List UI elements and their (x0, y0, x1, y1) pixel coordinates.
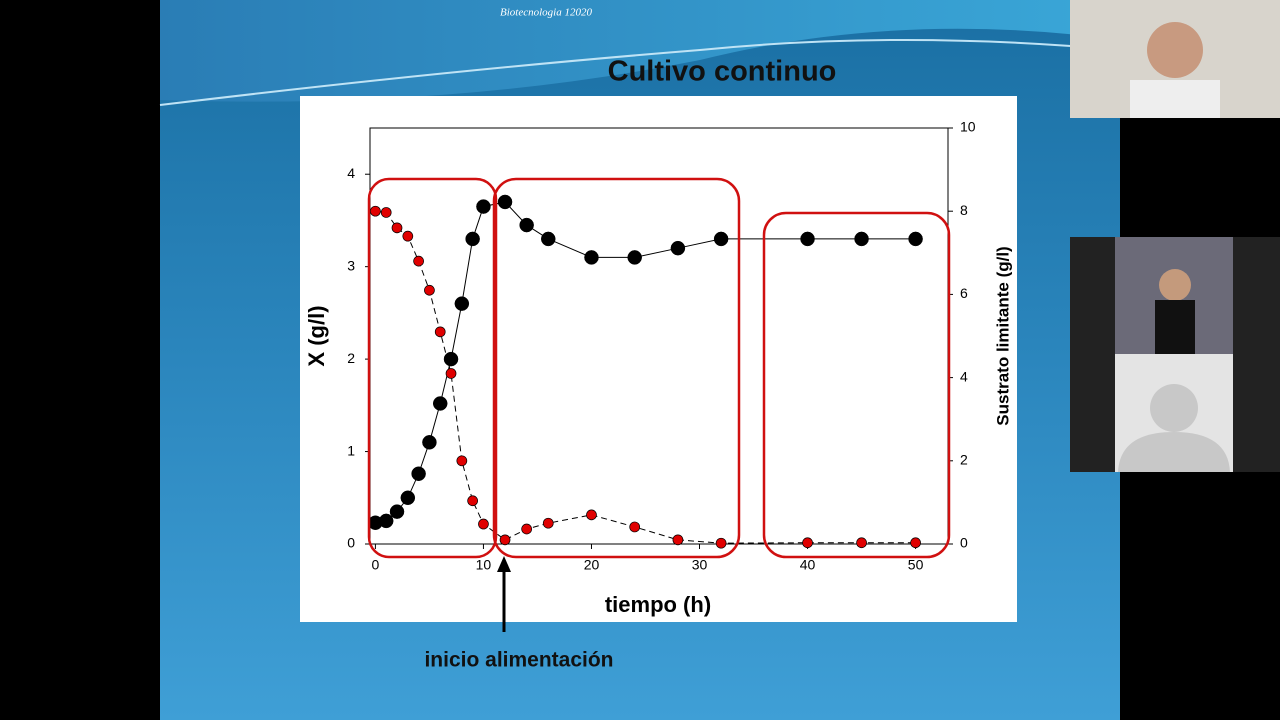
data-point (432, 396, 448, 411)
data-point (629, 521, 641, 533)
x-tick-label: 0 (372, 557, 380, 573)
y2-tick-label: 4 (960, 368, 968, 384)
webcam-person (1155, 300, 1195, 354)
data-point (670, 240, 686, 256)
data-point (400, 490, 416, 506)
y-tick-label: 0 (347, 535, 355, 551)
data-point (422, 435, 437, 450)
highlight-box (492, 177, 741, 559)
slide-title: Cultivo continuo (608, 56, 837, 88)
data-point (378, 513, 394, 529)
data-point (854, 231, 869, 247)
y2-tick-label: 10 (960, 119, 976, 135)
data-point (456, 455, 468, 467)
annotation: inicio alimentación (424, 649, 613, 672)
data-point (497, 194, 513, 210)
data-point (445, 368, 457, 379)
data-point (389, 504, 405, 519)
data-point (434, 326, 446, 338)
highlight-box (762, 211, 951, 559)
data-point (413, 255, 424, 267)
data-point (908, 231, 923, 247)
slide-swoosh (159, 39, 1121, 106)
data-point (519, 217, 534, 233)
webcam-person (1130, 80, 1220, 118)
y-tick-label: 1 (347, 442, 355, 458)
data-point (542, 517, 554, 529)
x-tick-label: 50 (908, 557, 924, 573)
data-point (800, 231, 815, 247)
y2-tick-label: 0 (960, 535, 968, 551)
data-point (910, 537, 921, 549)
data-point (424, 284, 435, 296)
data-point (380, 207, 392, 218)
data-point (465, 231, 480, 247)
y-axis-label: X (g/l) (304, 305, 329, 366)
data-point (856, 537, 867, 549)
data-point (467, 495, 478, 507)
data-point (584, 250, 599, 265)
y2-axis-label: Sustrato limitante (g/l) (993, 246, 1012, 425)
data-point (370, 205, 381, 217)
y2-tick-label: 8 (960, 202, 968, 218)
x-tick-label: 30 (692, 557, 708, 573)
x-tick-label: 40 (800, 557, 816, 573)
avatar-icon (1118, 432, 1230, 472)
y-tick-label: 2 (347, 350, 355, 366)
data-point (586, 509, 597, 521)
y2-tick-label: 6 (960, 285, 968, 301)
data-point (499, 534, 511, 546)
data-point (713, 231, 729, 247)
slide-header-band (160, 0, 1120, 102)
data-point (627, 250, 642, 265)
data-point (478, 518, 489, 530)
data-point (521, 523, 533, 535)
data-point (402, 230, 414, 242)
data-point (454, 296, 470, 311)
data-point (443, 351, 459, 367)
y2-tick-label: 2 (960, 452, 968, 468)
webcam-person (1159, 269, 1191, 301)
x-axis-label: tiempo (h) (605, 592, 711, 617)
x-tick-label: 10 (476, 557, 492, 573)
y-tick-label: 4 (347, 165, 355, 181)
chart-background (300, 96, 1017, 622)
highlight-box (367, 177, 498, 559)
y-tick-label: 3 (347, 257, 355, 273)
data-point (715, 537, 727, 549)
arrow-head (497, 556, 511, 572)
data-point (391, 222, 403, 234)
data-point (476, 199, 491, 214)
slide-header: Biotecnologia 12020 (500, 7, 592, 19)
data-point (411, 466, 426, 481)
data-point (802, 537, 813, 549)
webcam-person (1147, 22, 1203, 78)
data-point (541, 231, 556, 247)
avatar-icon (1150, 384, 1198, 432)
data-point (672, 534, 684, 546)
x-tick-label: 20 (584, 557, 600, 573)
